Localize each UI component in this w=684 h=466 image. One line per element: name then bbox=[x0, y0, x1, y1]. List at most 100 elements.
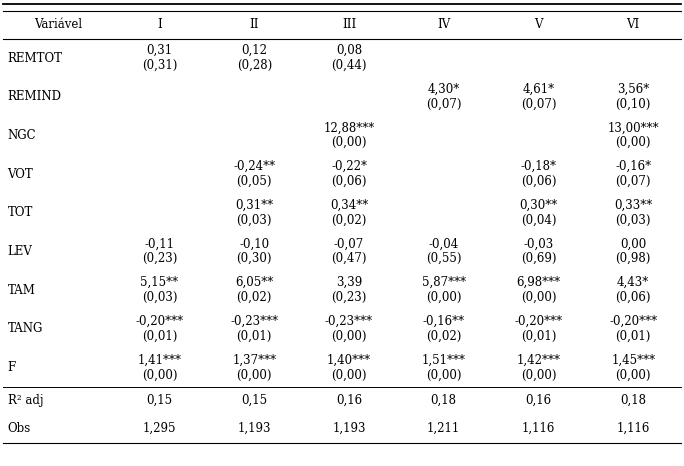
Text: -0,20***: -0,20*** bbox=[514, 315, 562, 328]
Text: (0,01): (0,01) bbox=[521, 329, 556, 343]
Text: VOT: VOT bbox=[8, 168, 34, 180]
Text: (0,47): (0,47) bbox=[331, 252, 367, 265]
Text: (0,00): (0,00) bbox=[331, 136, 367, 149]
Text: (0,23): (0,23) bbox=[331, 291, 367, 304]
Text: 3,56*: 3,56* bbox=[617, 83, 649, 96]
Text: (0,01): (0,01) bbox=[142, 329, 177, 343]
Text: 0,15: 0,15 bbox=[241, 394, 267, 407]
Text: 1,42***: 1,42*** bbox=[516, 354, 560, 367]
Text: (0,00): (0,00) bbox=[426, 368, 462, 381]
Text: 1,40***: 1,40*** bbox=[327, 354, 371, 367]
Text: REMIND: REMIND bbox=[8, 90, 62, 103]
Text: (0,98): (0,98) bbox=[616, 252, 651, 265]
Text: 1,51***: 1,51*** bbox=[422, 354, 466, 367]
Text: (0,10): (0,10) bbox=[616, 97, 651, 110]
Text: (0,01): (0,01) bbox=[616, 329, 651, 343]
Text: (0,00): (0,00) bbox=[616, 136, 651, 149]
Text: (0,01): (0,01) bbox=[237, 329, 272, 343]
Text: 0,15: 0,15 bbox=[146, 394, 172, 407]
Text: 6,05**: 6,05** bbox=[235, 276, 274, 289]
Text: TAM: TAM bbox=[8, 284, 36, 296]
Text: (0,00): (0,00) bbox=[521, 368, 556, 381]
Text: (0,00): (0,00) bbox=[616, 368, 651, 381]
Text: 0,00: 0,00 bbox=[620, 238, 646, 251]
Text: (0,06): (0,06) bbox=[521, 175, 556, 188]
Text: R² adj: R² adj bbox=[8, 394, 43, 407]
Text: (0,31): (0,31) bbox=[142, 59, 177, 72]
Text: NGC: NGC bbox=[8, 129, 36, 142]
Text: (0,23): (0,23) bbox=[142, 252, 177, 265]
Text: TANG: TANG bbox=[8, 322, 43, 335]
Text: -0,23***: -0,23*** bbox=[325, 315, 373, 328]
Text: (0,06): (0,06) bbox=[616, 291, 651, 304]
Text: TOT: TOT bbox=[8, 206, 33, 219]
Text: 0,08: 0,08 bbox=[336, 44, 362, 57]
Text: -0,11: -0,11 bbox=[144, 238, 174, 251]
Text: (0,07): (0,07) bbox=[426, 97, 462, 110]
Text: 4,43*: 4,43* bbox=[617, 276, 649, 289]
Text: (0,69): (0,69) bbox=[521, 252, 556, 265]
Text: (0,03): (0,03) bbox=[237, 213, 272, 226]
Text: 13,00***: 13,00*** bbox=[607, 122, 659, 135]
Text: 0,16: 0,16 bbox=[525, 394, 551, 407]
Text: -0,10: -0,10 bbox=[239, 238, 269, 251]
Text: 0,16: 0,16 bbox=[336, 394, 362, 407]
Text: -0,04: -0,04 bbox=[429, 238, 459, 251]
Text: Obs: Obs bbox=[8, 422, 31, 435]
Text: -0,20***: -0,20*** bbox=[135, 315, 183, 328]
Text: -0,03: -0,03 bbox=[523, 238, 553, 251]
Text: 6,98***: 6,98*** bbox=[516, 276, 561, 289]
Text: II: II bbox=[250, 18, 259, 31]
Text: -0,20***: -0,20*** bbox=[609, 315, 657, 328]
Text: -0,07: -0,07 bbox=[334, 238, 364, 251]
Text: 1,193: 1,193 bbox=[332, 422, 366, 435]
Text: V: V bbox=[534, 18, 542, 31]
Text: (0,00): (0,00) bbox=[331, 329, 367, 343]
Text: 0,31: 0,31 bbox=[146, 44, 172, 57]
Text: (0,02): (0,02) bbox=[426, 329, 462, 343]
Text: 1,45***: 1,45*** bbox=[611, 354, 655, 367]
Text: (0,02): (0,02) bbox=[237, 291, 272, 304]
Text: 4,30*: 4,30* bbox=[428, 83, 460, 96]
Text: Variável: Variável bbox=[34, 18, 82, 31]
Text: (0,00): (0,00) bbox=[237, 368, 272, 381]
Text: VI: VI bbox=[627, 18, 640, 31]
Text: REMTOT: REMTOT bbox=[8, 52, 62, 64]
Text: III: III bbox=[342, 18, 356, 31]
Text: (0,55): (0,55) bbox=[426, 252, 462, 265]
Text: 5,15**: 5,15** bbox=[140, 276, 179, 289]
Text: 1,116: 1,116 bbox=[616, 422, 650, 435]
Text: (0,04): (0,04) bbox=[521, 213, 556, 226]
Text: 1,211: 1,211 bbox=[427, 422, 460, 435]
Text: 0,31**: 0,31** bbox=[235, 199, 274, 212]
Text: IV: IV bbox=[437, 18, 450, 31]
Text: (0,02): (0,02) bbox=[331, 213, 367, 226]
Text: I: I bbox=[157, 18, 162, 31]
Text: 3,39: 3,39 bbox=[336, 276, 362, 289]
Text: 0,18: 0,18 bbox=[620, 394, 646, 407]
Text: 12,88***: 12,88*** bbox=[324, 122, 375, 135]
Text: (0,00): (0,00) bbox=[426, 291, 462, 304]
Text: LEV: LEV bbox=[8, 245, 32, 258]
Text: -0,24**: -0,24** bbox=[233, 160, 276, 173]
Text: F: F bbox=[8, 361, 16, 374]
Text: 0,34**: 0,34** bbox=[330, 199, 368, 212]
Text: 0,18: 0,18 bbox=[431, 394, 457, 407]
Text: -0,23***: -0,23*** bbox=[231, 315, 278, 328]
Text: (0,07): (0,07) bbox=[521, 97, 556, 110]
Text: (0,00): (0,00) bbox=[521, 291, 556, 304]
Text: (0,44): (0,44) bbox=[331, 59, 367, 72]
Text: 1,116: 1,116 bbox=[522, 422, 555, 435]
Text: -0,18*: -0,18* bbox=[521, 160, 557, 173]
Text: 0,12: 0,12 bbox=[241, 44, 267, 57]
Text: 5,87***: 5,87*** bbox=[422, 276, 466, 289]
Text: -0,22*: -0,22* bbox=[331, 160, 367, 173]
Text: 1,295: 1,295 bbox=[143, 422, 176, 435]
Text: (0,06): (0,06) bbox=[331, 175, 367, 188]
Text: (0,07): (0,07) bbox=[616, 175, 651, 188]
Text: (0,03): (0,03) bbox=[142, 291, 177, 304]
Text: (0,00): (0,00) bbox=[142, 368, 177, 381]
Text: (0,05): (0,05) bbox=[237, 175, 272, 188]
Text: 1,37***: 1,37*** bbox=[233, 354, 276, 367]
Text: 4,61*: 4,61* bbox=[523, 83, 555, 96]
